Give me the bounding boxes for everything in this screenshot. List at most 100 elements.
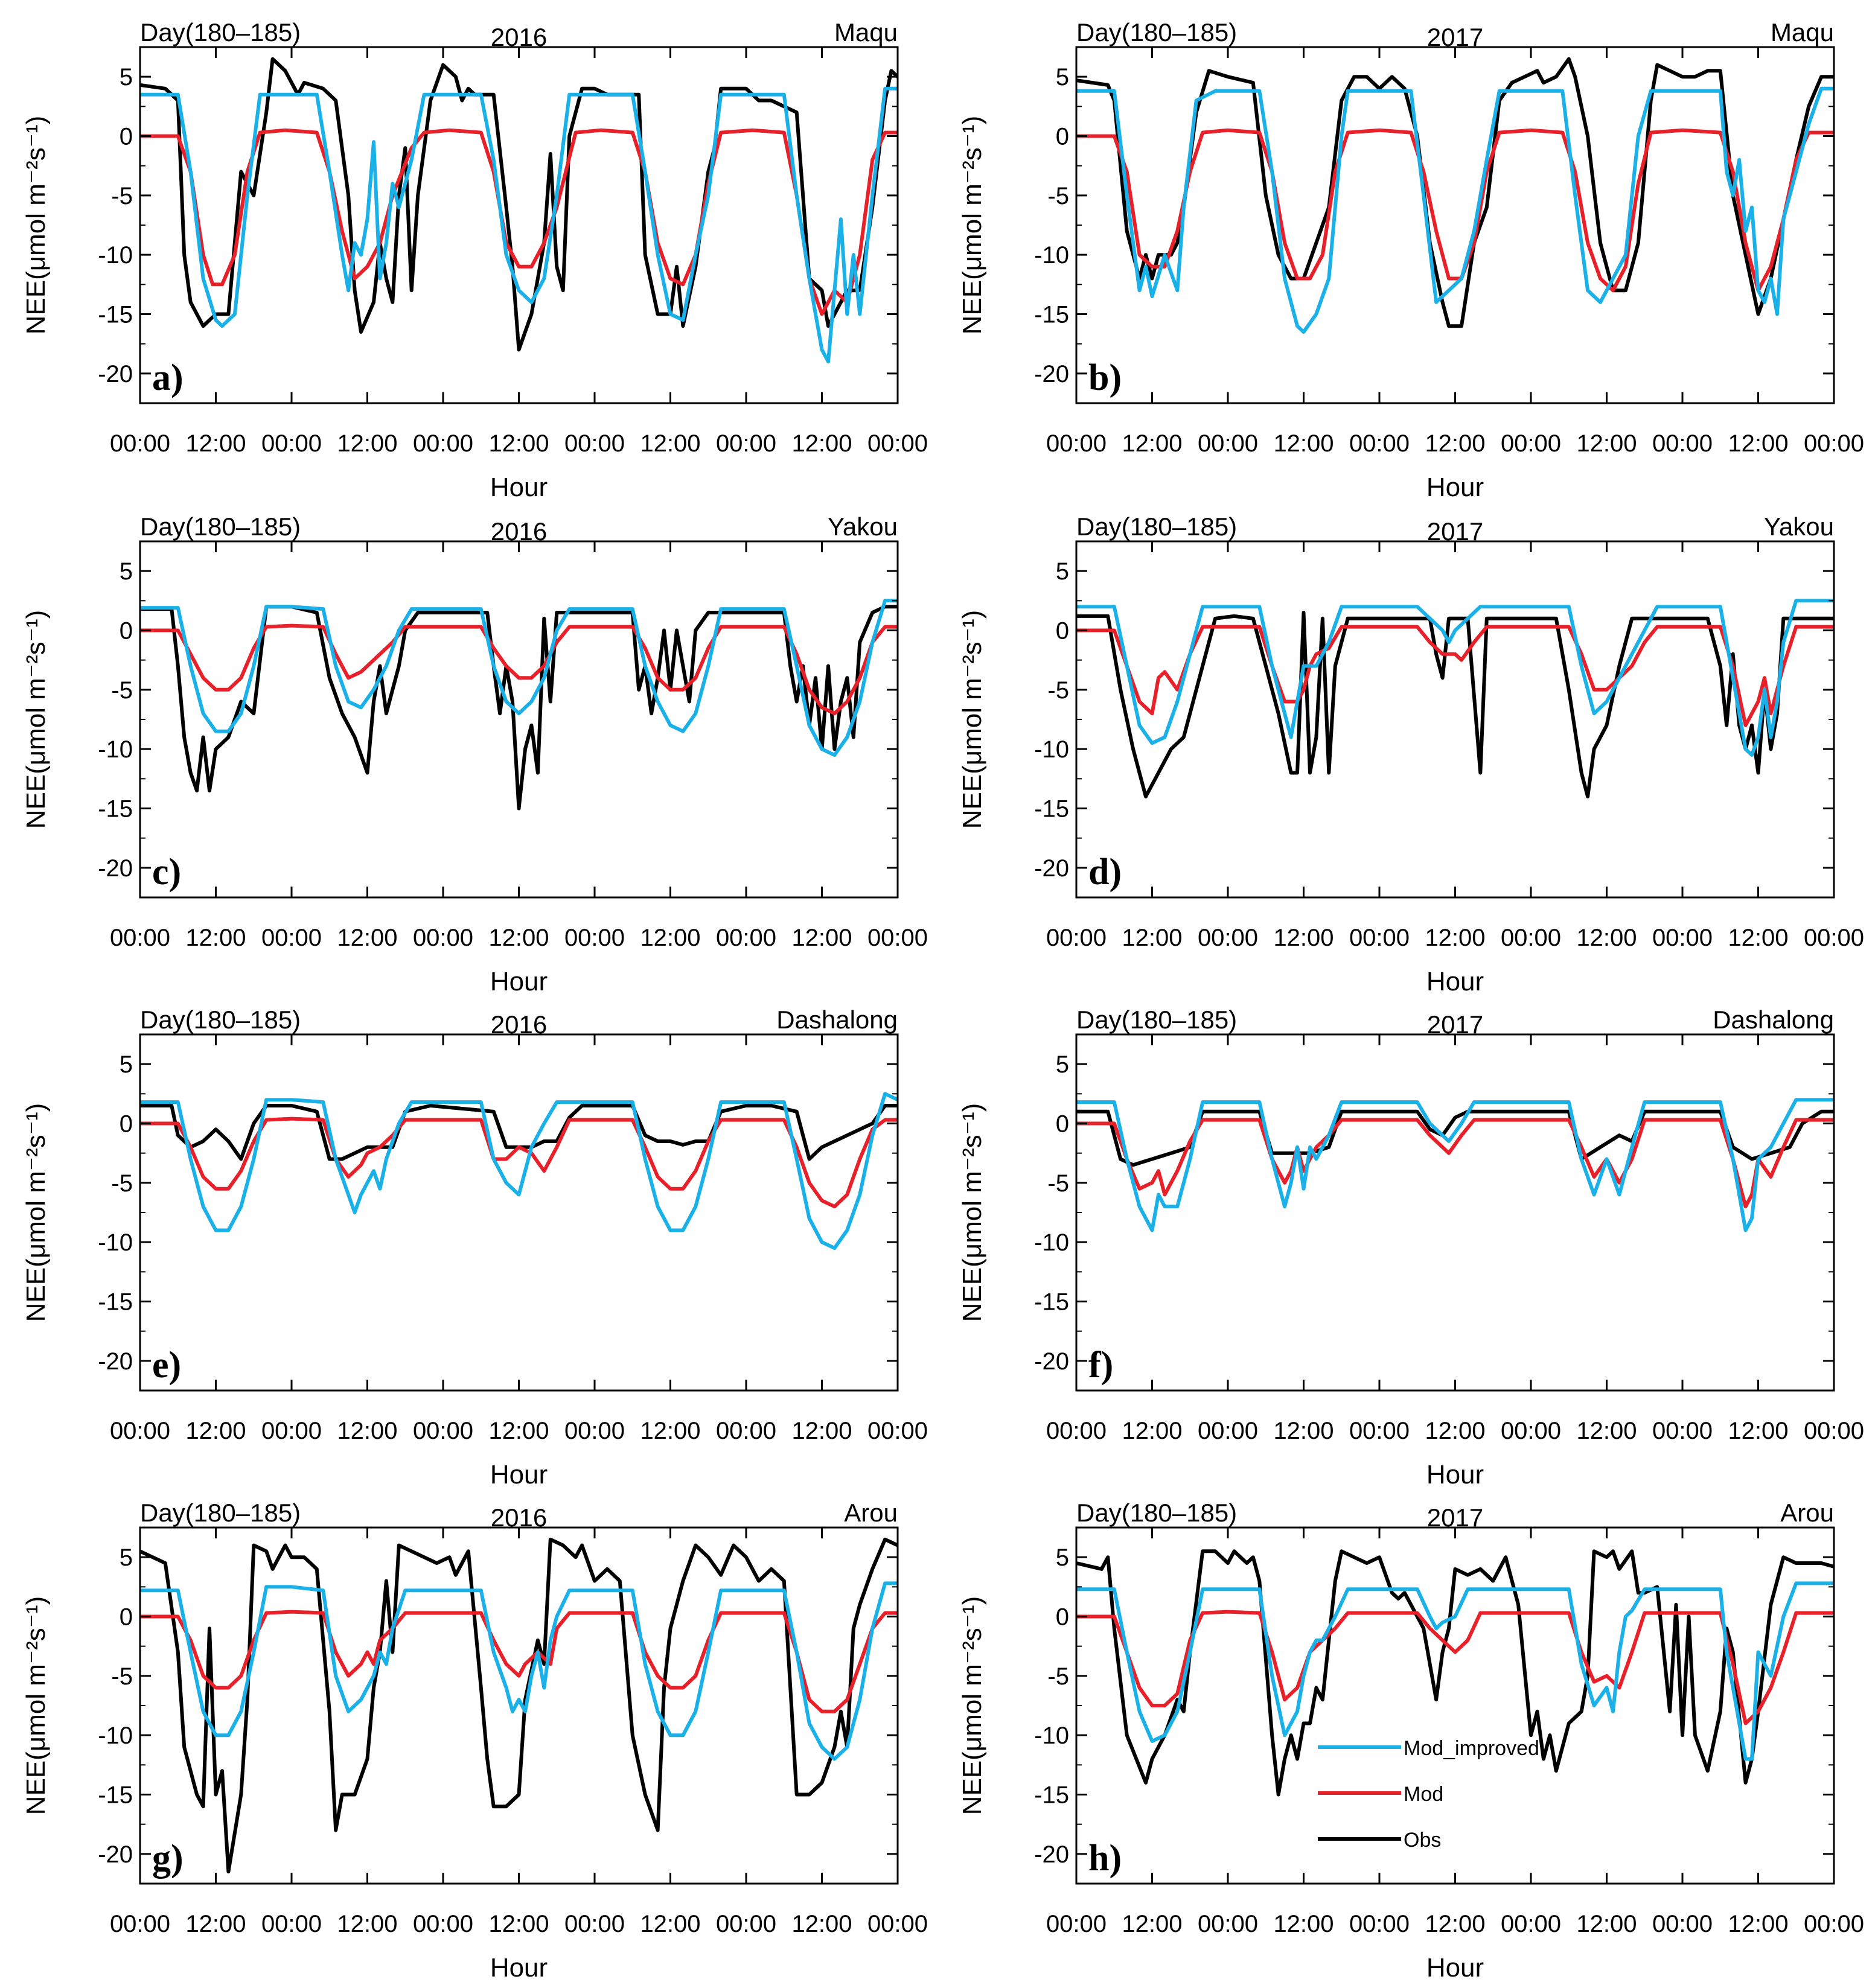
- y-tick-label: 5: [120, 64, 133, 91]
- y-axis-label: NEE(μmol m⁻²s⁻¹): [957, 1596, 987, 1815]
- x-tick-label: 00:00: [716, 1418, 776, 1444]
- x-tick-label: 12:00: [1728, 1911, 1788, 1937]
- x-tick-label: 12:00: [640, 430, 700, 457]
- x-tick-label: 00:00: [110, 1911, 170, 1937]
- y-tick-label: -10: [1034, 736, 1069, 763]
- series-line-mod-improved: [140, 599, 898, 757]
- x-tick-label: 00:00: [413, 1911, 473, 1937]
- y-tick-label: -20: [1034, 855, 1069, 882]
- x-tick-label: 00:00: [1349, 925, 1410, 951]
- x-tick-label: 12:00: [1576, 1911, 1637, 1937]
- x-tick-label: 00:00: [413, 1418, 473, 1444]
- x-axis-label: Hour: [1426, 1460, 1484, 1489]
- y-tick-label: -10: [1034, 1722, 1069, 1749]
- x-tick-label: 00:00: [1501, 925, 1561, 951]
- y-tick-label: -15: [98, 796, 133, 823]
- x-axis-label: Hour: [1426, 473, 1484, 502]
- series-line-mod: [140, 1610, 898, 1713]
- y-tick-label: 0: [1056, 124, 1069, 150]
- series-line-mod-improved: [140, 1581, 898, 1761]
- x-tick-label: 12:00: [1122, 430, 1182, 457]
- x-tick-label: 00:00: [1652, 925, 1713, 951]
- series-line-mod-improved: [140, 1092, 898, 1250]
- y-tick-label: 0: [120, 124, 133, 150]
- x-tick-label: 12:00: [1425, 925, 1485, 951]
- x-tick-label: 00:00: [1198, 925, 1258, 951]
- panel-title-site: Yakou: [828, 512, 898, 541]
- x-tick-label: 00:00: [564, 1911, 625, 1937]
- x-tick-label: 00:00: [867, 1418, 928, 1444]
- series-line-obs: [140, 1537, 898, 1874]
- x-tick-label: 00:00: [1652, 1911, 1713, 1937]
- panel-letter: a): [152, 357, 184, 398]
- y-tick-label: -5: [1047, 1663, 1069, 1690]
- plot-frame: [139, 1033, 899, 1392]
- x-tick-label: 12:00: [1425, 1418, 1485, 1444]
- x-tick-label: 00:00: [1349, 1911, 1410, 1937]
- x-tick-label: 00:00: [1046, 1418, 1107, 1444]
- x-tick-label: 00:00: [1804, 1911, 1864, 1937]
- y-tick-label: -20: [1034, 361, 1069, 387]
- y-tick-label: -5: [1047, 183, 1069, 209]
- panel-title-left: Day(180–185): [140, 1005, 301, 1034]
- x-tick-label: 00:00: [261, 430, 322, 457]
- y-tick-label: 0: [120, 1604, 133, 1631]
- y-tick-label: -15: [98, 302, 133, 328]
- x-tick-label: 12:00: [1122, 1418, 1182, 1444]
- x-axis-label: Hour: [1426, 967, 1484, 996]
- legend-label: Mod_improved: [1404, 1737, 1539, 1760]
- x-tick-label: 12:00: [185, 1911, 246, 1937]
- y-tick-label: 0: [120, 618, 133, 645]
- x-tick-label: 12:00: [1273, 430, 1334, 457]
- panel-letter: h): [1088, 1838, 1122, 1879]
- y-tick-label: -5: [111, 1170, 133, 1197]
- y-tick-label: 5: [1056, 1051, 1069, 1078]
- series-line-mod-improved: [1076, 1581, 1834, 1761]
- y-tick-label: -15: [1034, 302, 1069, 328]
- x-tick-label: 00:00: [1046, 1911, 1107, 1937]
- y-tick-label: -10: [98, 736, 133, 763]
- y-tick-label: -20: [98, 361, 133, 387]
- y-tick-label: -5: [111, 677, 133, 704]
- panel-title-site: Arou: [844, 1499, 898, 1527]
- legend-label: Mod: [1404, 1783, 1443, 1806]
- series-line-obs: [140, 605, 898, 811]
- x-tick-label: 12:00: [337, 925, 397, 951]
- y-tick-label: -5: [1047, 1170, 1069, 1197]
- y-tick-label: -10: [98, 1722, 133, 1749]
- series-line-obs: [1076, 611, 1834, 798]
- y-tick-label: -20: [98, 855, 133, 882]
- y-tick-label: -15: [98, 1782, 133, 1809]
- x-tick-label: 12:00: [1273, 925, 1334, 951]
- panel-letter: b): [1088, 357, 1122, 398]
- x-tick-label: 00:00: [1349, 430, 1410, 457]
- y-tick-label: -20: [98, 1841, 133, 1868]
- x-tick-label: 00:00: [110, 925, 170, 951]
- x-tick-label: 12:00: [640, 925, 700, 951]
- panel-e: Day(180–185) 2016 Dashalong50-5-10-15-2000…: [21, 1005, 928, 1489]
- panel-title-site: Dashalong: [1713, 1005, 1834, 1034]
- y-tick-label: 5: [1056, 64, 1069, 91]
- x-tick-label: 12:00: [185, 1418, 246, 1444]
- plot-frame: [1075, 1033, 1835, 1392]
- x-tick-label: 12:00: [640, 1418, 700, 1444]
- x-tick-label: 12:00: [791, 1418, 852, 1444]
- x-tick-label: 12:00: [1728, 1418, 1788, 1444]
- panel-title-site: Maqu: [834, 18, 898, 46]
- x-tick-label: 12:00: [488, 925, 549, 951]
- x-tick-label: 12:00: [1122, 925, 1182, 951]
- x-tick-label: 12:00: [1425, 430, 1485, 457]
- panel-title-left: Day(180–185): [140, 18, 301, 46]
- x-tick-label: 12:00: [1576, 925, 1637, 951]
- x-tick-label: 12:00: [1122, 1911, 1182, 1937]
- y-tick-label: 5: [1056, 558, 1069, 585]
- panel-letter: e): [152, 1345, 181, 1386]
- x-tick-label: 12:00: [185, 430, 246, 457]
- panel-title-left: Day(180–185): [1076, 18, 1237, 46]
- x-tick-label: 00:00: [1501, 1418, 1561, 1444]
- y-tick-label: -15: [1034, 796, 1069, 823]
- x-tick-label: 12:00: [337, 1418, 397, 1444]
- panel-letter: g): [152, 1838, 184, 1879]
